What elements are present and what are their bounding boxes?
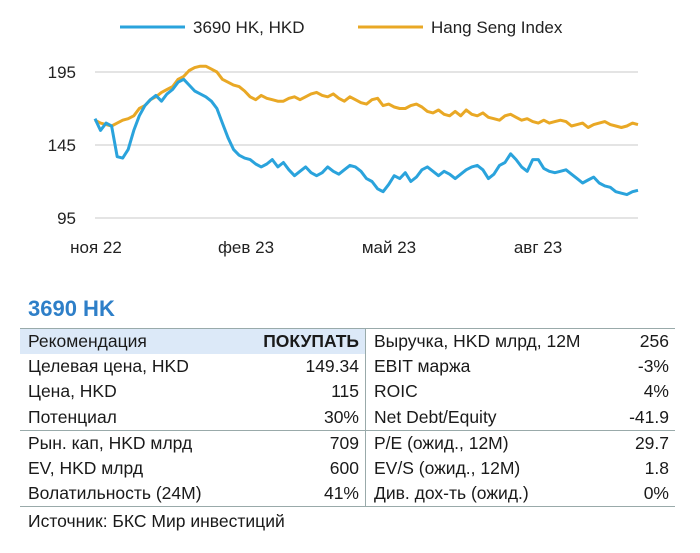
row-label: Див. дох-ть (ожид.): [374, 483, 529, 503]
x-tick-label: авг 23: [514, 238, 562, 257]
row-value: 600: [329, 457, 359, 478]
table-row: Рекомендация ПОКУПАТЬ: [20, 328, 365, 354]
series-group: [93, 64, 639, 197]
table-row: Целевая цена, HKD 149.34: [20, 354, 365, 380]
y-tick-label: 95: [57, 209, 76, 228]
row-value: 256: [639, 331, 669, 351]
table-row: Net Debt/Equity -41.9: [366, 405, 675, 431]
x-tick-label: фев 23: [218, 238, 274, 257]
legend-label-3690: 3690 HK, HKD: [193, 18, 305, 37]
row-label: P/E (ожид., 12M): [374, 433, 509, 453]
row-label: Рекомендация: [28, 331, 147, 351]
y-axis: 95 145 195: [48, 63, 76, 228]
row-label: Net Debt/Equity: [374, 406, 497, 427]
row-value: 149.34: [305, 355, 359, 376]
metrics-right-column: Выручка, HKD млрд, 12M 256 EBIT маржа -3…: [366, 328, 675, 507]
row-value: 1.8: [644, 457, 669, 478]
price-chart: 3690 HK, HKD Hang Seng Index 95 145 195 но…: [48, 18, 639, 257]
legend-label-hsi: Hang Seng Index: [431, 18, 563, 37]
row-label: EV/S (ожид., 12M): [374, 457, 521, 478]
row-label: Рын. кап, HKD млрд: [28, 433, 193, 453]
row-value: 29.7: [634, 433, 669, 453]
row-label: Цена, HKD: [28, 381, 117, 401]
table-row: EV, HKD млрд 600: [20, 456, 365, 482]
y-tick-label: 195: [48, 63, 76, 82]
table-row: Волатильность (24M) 41%: [20, 481, 365, 507]
row-value: 115: [331, 381, 359, 401]
x-tick-label: май 23: [362, 238, 416, 257]
row-value: 709: [329, 433, 359, 453]
row-label: ROIC: [374, 381, 418, 401]
x-axis: ноя 22 фев 23 май 23 авг 23: [70, 238, 562, 257]
table-row: Цена, HKD 115: [20, 379, 365, 405]
metrics-left-column: Рекомендация ПОКУПАТЬ Целевая цена, HKD …: [20, 328, 366, 507]
x-tick-label: ноя 22: [70, 238, 122, 257]
row-label: EBIT маржа: [374, 355, 471, 376]
series-line-3690-hk: [93, 77, 639, 197]
y-tick-label: 145: [48, 136, 76, 155]
row-value: 4%: [643, 381, 669, 401]
gridlines: [95, 71, 638, 219]
row-value: 30%: [323, 406, 359, 427]
row-value: 0%: [643, 483, 669, 503]
table-row: ROIC 4%: [366, 379, 675, 405]
table-row: Див. дох-ть (ожид.) 0%: [366, 481, 675, 507]
series-line-hang-seng: [94, 64, 639, 129]
row-value: -41.9: [629, 406, 669, 427]
table-row: Потенциал 30%: [20, 405, 365, 431]
legend: 3690 HK, HKD Hang Seng Index: [120, 18, 563, 37]
row-label: Выручка, HKD млрд, 12M: [374, 331, 581, 351]
table-row: Выручка, HKD млрд, 12M 256: [366, 328, 675, 354]
metrics-table: Рекомендация ПОКУПАТЬ Целевая цена, HKD …: [20, 328, 675, 507]
row-label: Целевая цена, HKD: [28, 355, 189, 376]
table-row: Рын. кап, HKD млрд 709: [20, 430, 365, 456]
source-note: Источник: БКС Мир инвестиций: [28, 511, 285, 531]
row-value: ПОКУПАТЬ: [263, 331, 359, 351]
row-value: -3%: [637, 355, 669, 376]
row-label: Волатильность (24M): [28, 483, 202, 503]
row-label: EV, HKD млрд: [28, 457, 144, 478]
row-value: 41%: [323, 483, 359, 503]
table-row: P/E (ожид., 12M) 29.7: [366, 430, 675, 456]
table-row: EBIT маржа -3%: [366, 354, 675, 380]
table-row: EV/S (ожид., 12M) 1.8: [366, 456, 675, 482]
row-label: Потенциал: [28, 406, 117, 427]
ticker-title: 3690 HK: [28, 296, 115, 321]
